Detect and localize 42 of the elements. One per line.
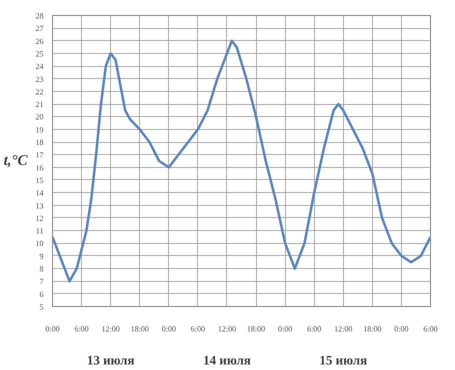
y-tick-label: 25 bbox=[36, 49, 44, 58]
y-tick-label: 13 bbox=[36, 201, 44, 210]
y-tick-label: 16 bbox=[36, 163, 44, 172]
text: 13 июля bbox=[86, 352, 135, 368]
y-tick-label: 5 bbox=[40, 302, 44, 312]
text: 14 июля bbox=[203, 352, 251, 368]
y-tick-label: 11 bbox=[36, 226, 44, 236]
y-tick-label: 6 bbox=[40, 290, 44, 299]
x-tick-label: 6:00 bbox=[190, 324, 206, 334]
y-tick-label: 26 bbox=[36, 36, 44, 46]
x-tick-label: 0:00 bbox=[45, 324, 60, 334]
y-tick-label: 28 bbox=[36, 12, 44, 20]
y-tick-label: 17 bbox=[36, 150, 44, 160]
x-tick-label: 6:00 bbox=[307, 324, 322, 334]
y-tick-label: 15 bbox=[36, 176, 44, 185]
y-tick-label: 8 bbox=[40, 264, 44, 274]
x-tick-label: 12:00 bbox=[102, 324, 120, 334]
y-tick-label: 12 bbox=[36, 214, 44, 223]
x-tick-label: 6:00 bbox=[423, 324, 438, 334]
x-tick-label: 12:00 bbox=[334, 324, 352, 334]
x-tick-label: 0:00 bbox=[162, 324, 176, 334]
x-tick-label: 18:00 bbox=[246, 324, 266, 334]
y-tick-label: 22 bbox=[36, 87, 44, 96]
y-tick-label: 20 bbox=[36, 112, 44, 122]
x-tick-label: 0:00 bbox=[278, 324, 292, 334]
x-tick-label: 6:00 bbox=[74, 324, 89, 334]
y-tick-label: 24 bbox=[36, 62, 44, 72]
y-tick-label: 9 bbox=[40, 252, 44, 261]
y-tick-label: 23 bbox=[36, 74, 44, 84]
x-tick-label: 18:00 bbox=[130, 324, 149, 334]
y-tick-label: 27 bbox=[36, 24, 44, 34]
y-tick-label: 10 bbox=[36, 239, 44, 248]
y-tick-label: 14 bbox=[36, 188, 44, 198]
x-tick-label: 12:00 bbox=[218, 324, 236, 334]
y-axis-title: t,°C bbox=[4, 153, 28, 169]
y-tick-label: 21 bbox=[36, 100, 44, 110]
x-tick-label: 0:00 bbox=[394, 324, 409, 334]
y-tick-label: 19 bbox=[36, 125, 44, 134]
y-tick-label: 18 bbox=[36, 138, 44, 148]
y-tick-label: 7 bbox=[40, 277, 44, 286]
x-tick-label: 18:00 bbox=[363, 324, 382, 334]
text: 15 июля bbox=[319, 352, 368, 368]
